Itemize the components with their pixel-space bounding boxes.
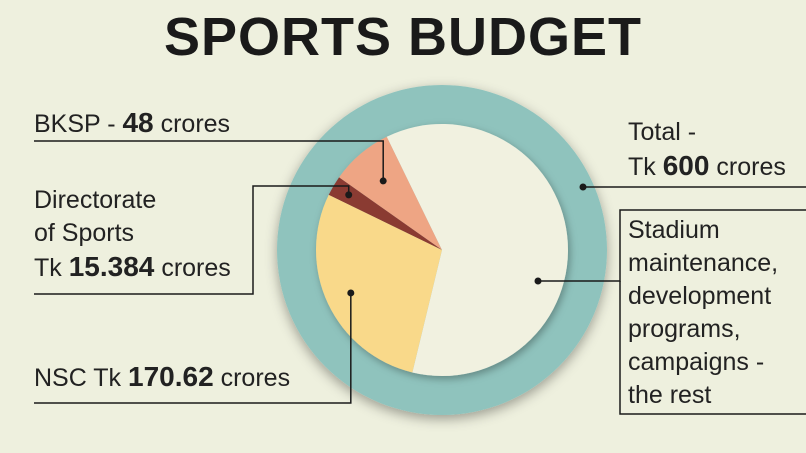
rest-line-2: maintenance, [628,249,779,277]
bksp-label-prefix: BKSP - [34,110,116,138]
total-value: 600 [662,150,710,181]
directorate-label-suffix: crores [161,254,231,282]
bksp-label-suffix: crores [160,110,231,138]
directorate-value: 15.384 [68,251,155,282]
directorate-label-prefix: Tk [34,254,62,282]
rest-line-5: campaigns - [628,348,765,376]
leader-dot-directorate [345,191,353,199]
total-line1: Total - [628,118,697,146]
leader-line-nsc [34,292,352,404]
label-total: Total - Tk 600 crores [628,116,786,184]
leader-dot-bksp [379,177,387,185]
total-prefix: Tk [628,153,656,181]
rest-line-1: Stadium [628,216,720,244]
pie-slice-dos [328,177,442,250]
nsc-label-prefix: NSC Tk [34,364,122,392]
nsc-value: 170.62 [128,361,214,392]
label-nsc: NSC Tk 170.62 crores [34,360,290,395]
nsc-label-suffix: crores [220,364,291,392]
directorate-line1: Directorate [34,186,157,214]
leader-dot-nsc [347,289,355,297]
label-directorate: Directorate of Sports Tk 15.384 crores [34,184,231,285]
rest-line-3: development [628,282,772,310]
pie-slice-nsc [315,194,442,373]
leader-line-directorate [34,185,350,295]
directorate-line2: of Sports [34,219,135,247]
pie-slice-bksp [339,136,442,250]
total-suffix: crores [716,153,786,181]
bksp-value: 48 [122,107,154,138]
leader-dot-rest [534,277,542,285]
leader-dot-total [579,183,587,191]
label-bksp: BKSP - 48 crores [34,106,230,141]
pie-slice-rest [386,124,568,376]
leader-line-bksp [34,140,384,181]
leader-line-rest-down [619,281,806,415]
label-rest: Stadium maintenance, development program… [628,214,778,412]
rest-line-4: programs, [628,315,741,343]
rest-line-6: the rest [628,381,712,409]
leader-line-rest [538,209,806,282]
chart-title: SPORTS BUDGET [163,7,643,67]
